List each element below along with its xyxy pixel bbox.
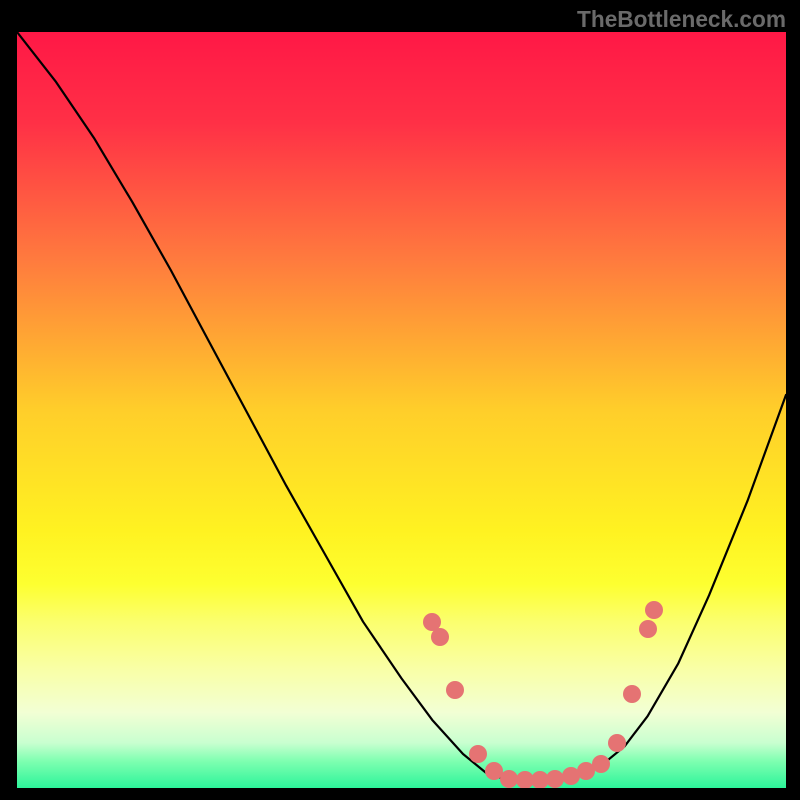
chart-frame <box>15 30 788 790</box>
watermark-text: TheBottleneck.com <box>577 6 786 33</box>
